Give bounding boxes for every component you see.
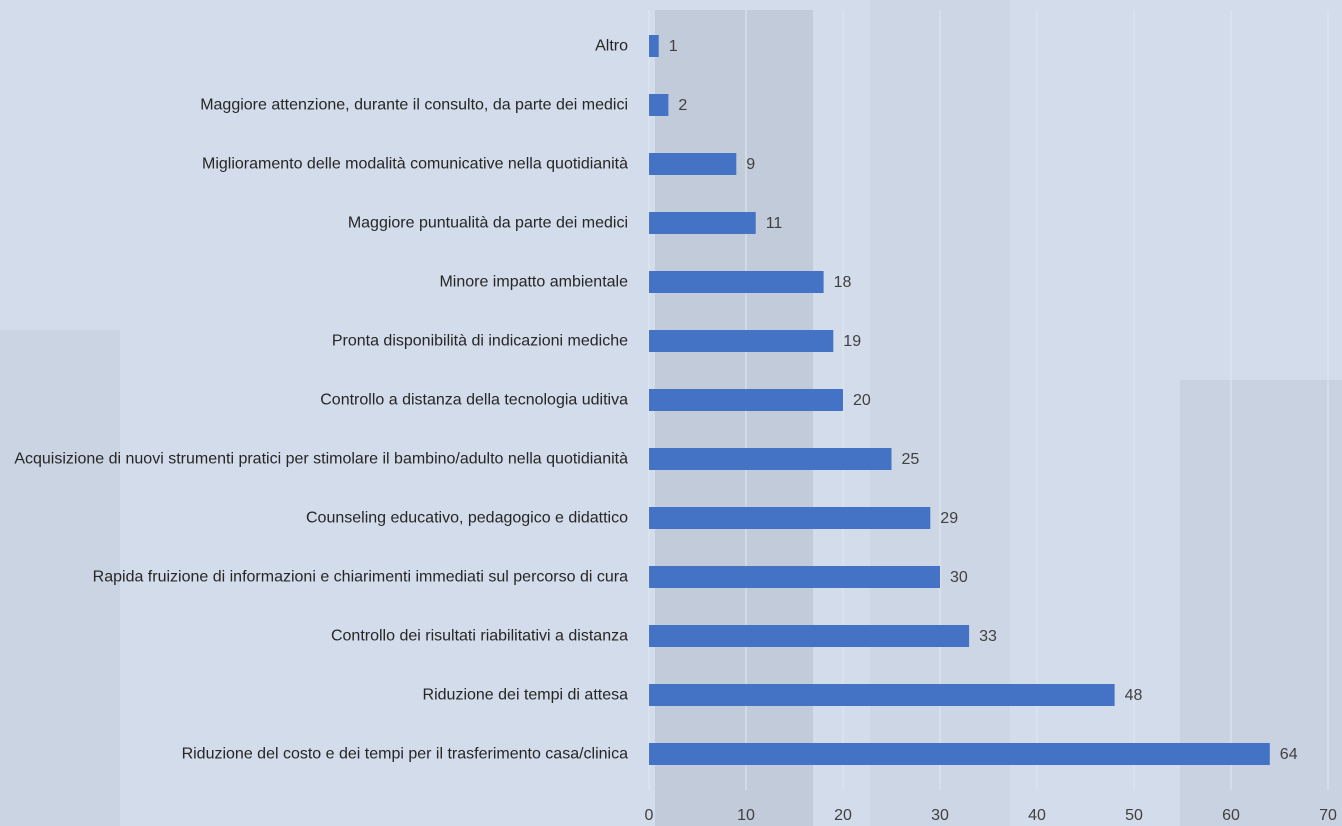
value-label: 2 bbox=[678, 97, 687, 114]
x-tick-label: 60 bbox=[1222, 807, 1240, 824]
bar bbox=[649, 330, 834, 352]
x-tick-label: 30 bbox=[931, 807, 949, 824]
y-tick-label: Altro bbox=[595, 37, 628, 55]
y-tick-label: Riduzione del costo e dei tempi per il t… bbox=[181, 745, 628, 763]
value-label: 11 bbox=[766, 215, 783, 232]
bar bbox=[649, 625, 970, 647]
value-label: 48 bbox=[1125, 687, 1143, 704]
value-label: 9 bbox=[746, 156, 755, 173]
value-label: 25 bbox=[902, 451, 920, 468]
x-tick-label: 20 bbox=[834, 807, 852, 824]
x-tick-label: 50 bbox=[1125, 807, 1143, 824]
value-label: 19 bbox=[843, 333, 861, 350]
bar bbox=[649, 35, 659, 57]
bar bbox=[649, 448, 892, 470]
value-label: 18 bbox=[834, 274, 852, 291]
bar bbox=[649, 507, 931, 529]
bar bbox=[649, 566, 940, 588]
value-label: 29 bbox=[940, 510, 958, 527]
value-label: 1 bbox=[669, 38, 678, 55]
y-tick-label: Maggiore puntualità da parte dei medici bbox=[347, 214, 628, 232]
bar bbox=[649, 212, 756, 234]
x-tick-label: 10 bbox=[737, 807, 755, 824]
y-tick-label: Miglioramento delle modalità comunicativ… bbox=[201, 155, 628, 173]
y-tick-label: Pronta disponibilità di indicazioni medi… bbox=[331, 332, 628, 350]
y-tick-label: Acquisizione di nuovi strumenti pratici … bbox=[14, 450, 628, 468]
value-label: 20 bbox=[853, 392, 871, 409]
y-tick-label: Maggiore attenzione, durante il consulto… bbox=[200, 96, 628, 114]
y-tick-label: Controllo dei risultati riabilitativi a … bbox=[330, 627, 628, 645]
bar bbox=[649, 271, 824, 293]
bar bbox=[649, 153, 737, 175]
y-tick-label: Riduzione dei tempi di attesa bbox=[422, 686, 628, 704]
y-tick-label: Rapida fruizione di informazioni e chiar… bbox=[92, 568, 628, 586]
bar bbox=[649, 94, 669, 116]
y-tick-label: Minore impatto ambientale bbox=[439, 273, 628, 291]
value-label: 64 bbox=[1280, 746, 1298, 763]
x-tick-label: 40 bbox=[1028, 807, 1046, 824]
bar bbox=[649, 389, 843, 411]
bar bbox=[649, 684, 1115, 706]
x-tick-label: 70 bbox=[1319, 807, 1337, 824]
value-label: 33 bbox=[979, 628, 997, 645]
y-tick-label: Counseling educativo, pedagogico e didat… bbox=[305, 509, 628, 527]
x-tick-label: 0 bbox=[645, 807, 654, 824]
bar bbox=[649, 743, 1270, 765]
y-tick-label: Controllo a distanza della tecnologia ud… bbox=[320, 391, 628, 409]
background-band bbox=[0, 330, 120, 826]
value-label: 30 bbox=[950, 569, 968, 586]
